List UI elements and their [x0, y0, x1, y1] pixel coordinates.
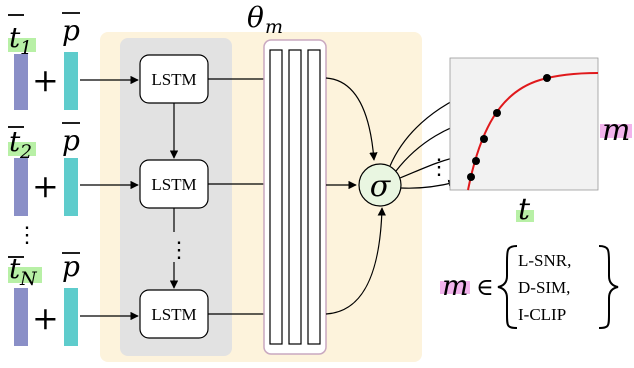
model-label-subscript: m: [265, 16, 283, 38]
plus-sign-n: +: [32, 299, 59, 337]
token-symbol-n: t: [9, 252, 21, 285]
lstm-cell-1-label: LSTM: [151, 70, 196, 89]
projection-to-sigma-bottom: [325, 207, 386, 315]
token-subscript-2: 2: [19, 141, 32, 163]
metric-set-right-brace: [598, 245, 619, 329]
plot-x-label: t: [518, 192, 531, 227]
lstm-cell-n-label: LSTM: [151, 305, 196, 324]
prompt-symbol-2: p: [62, 124, 80, 157]
input-vertical-ellipsis: ⋮: [16, 223, 38, 248]
plot-x-label-highlight: [516, 210, 534, 222]
metric-set-in: ∈: [476, 273, 494, 301]
lstm-cell-2-label: LSTM: [151, 175, 196, 194]
plus-sign-1: +: [32, 61, 59, 99]
token-subscript-n: N: [19, 268, 38, 290]
sigma-node: [358, 163, 402, 207]
token-highlight-n: [8, 267, 42, 283]
prompt-symbol-1: p: [62, 14, 80, 47]
token-bar-2: [14, 158, 28, 216]
output-vertical-ellipsis: ⋮: [428, 155, 450, 180]
token-symbol-1: t: [9, 21, 21, 54]
plus-sign-2: +: [32, 167, 59, 205]
sigma-label: σ: [370, 169, 392, 204]
metric-set-item-3: I-CLIP: [518, 305, 566, 324]
projection-column-2: [288, 49, 302, 345]
metric-set-item-2: D-SIM,: [518, 278, 570, 297]
projection-to-sigma-top: [325, 77, 378, 161]
prompt-symbol-n: p: [62, 250, 80, 283]
metric-point: [543, 74, 551, 82]
metric-set-item-1: L-SNR,: [518, 251, 571, 270]
prompt-bar-n: [64, 288, 78, 346]
lstm-vertical-ellipsis: ⋮: [168, 238, 190, 263]
metric-point: [472, 157, 480, 165]
token-highlight-2: [8, 142, 36, 156]
token-subscript-1: 1: [20, 37, 32, 59]
plot-y-label-highlight: [600, 124, 632, 138]
metric-plot-frame: [449, 57, 599, 191]
prompt-bar-2: [64, 158, 78, 216]
metric-set-symbol: m: [442, 269, 469, 302]
projection-column-1: [269, 49, 283, 345]
token-bar-1: [14, 54, 28, 110]
metric-set-symbol-highlight: [440, 281, 470, 294]
token-highlight-1: [8, 38, 36, 52]
metric-curve: [467, 72, 599, 191]
model-label: θ: [247, 1, 264, 34]
metric-point: [467, 173, 475, 181]
plot-y-label: m: [602, 113, 630, 148]
projection-column-3: [307, 49, 321, 345]
token-symbol-2: t: [9, 125, 21, 158]
metric-set-left-brace: [497, 245, 518, 329]
metric-point: [493, 109, 501, 117]
token-bar-n: [14, 288, 28, 346]
metric-point: [480, 135, 488, 143]
prompt-bar-1: [64, 52, 78, 110]
